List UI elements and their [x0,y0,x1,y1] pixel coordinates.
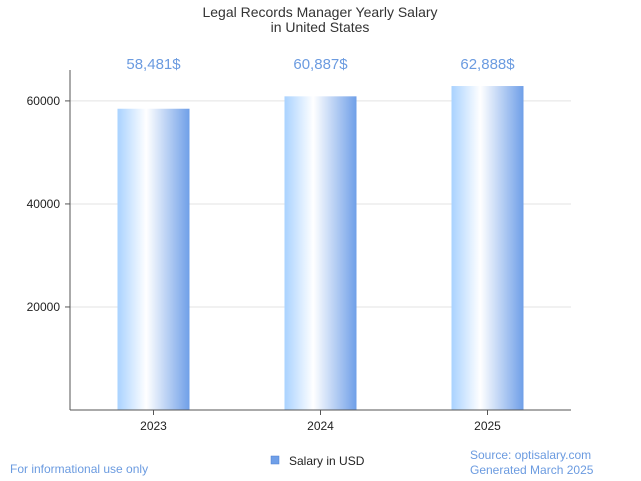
bars: 58,481$ 60,887$ 62,888$ [117,56,524,411]
x-tick-label: 2023 [140,419,167,433]
bar-2025 [451,86,524,410]
data-label: 58,481$ [126,56,181,73]
y-tick-label: 60000 [27,94,61,108]
source-text: Source: optisalary.com [470,448,592,462]
generated-text: Generated March 2025 [470,463,594,477]
axes: 20000 40000 60000 2023 2024 2025 [27,70,571,433]
x-tick-label: 2024 [307,419,334,433]
data-label: 60,887$ [293,56,348,73]
y-tick-label: 40000 [27,197,61,211]
chart-title-line-2: in United States [271,19,370,35]
disclaimer-text: For informational use only [10,462,149,476]
legend: Salary in USD [270,454,365,468]
x-tick-label: 2025 [474,419,501,433]
data-label: 62,888$ [460,56,515,73]
bar-2024 [284,96,357,411]
legend-swatch [270,455,280,465]
legend-label: Salary in USD [289,454,365,468]
bar-2023 [117,108,190,410]
chart-title-line-1: Legal Records Manager Yearly Salary [202,4,437,20]
y-tick-label: 20000 [27,300,61,314]
